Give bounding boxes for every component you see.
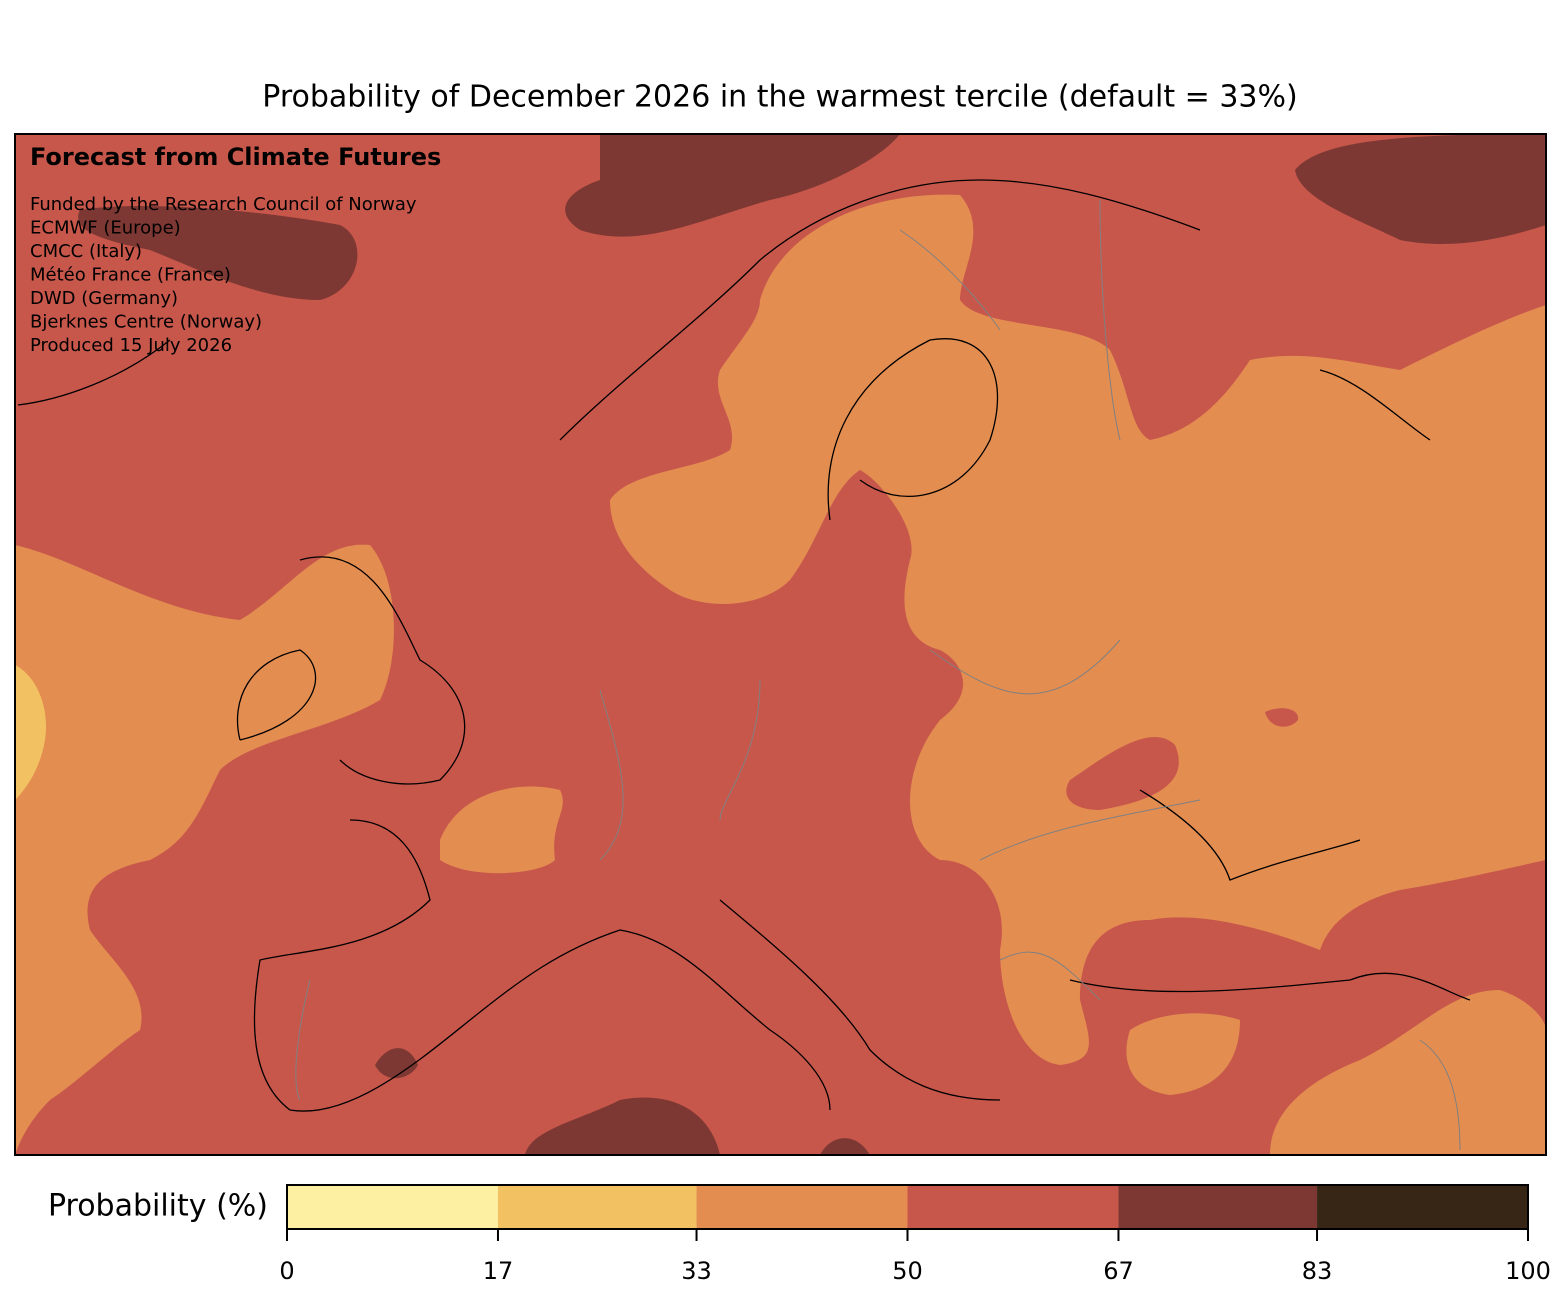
credits: Funded by the Research Council of Norway… [30,194,417,356]
colorbar-segment [287,1185,498,1229]
credit-line: DWD (Germany) [30,288,178,309]
colorbar-segment [696,1185,908,1229]
colorbar: 0 17 33 50 67 83 100 [279,1184,1551,1285]
map-region [820,1138,870,1155]
colorbar-segment [1317,1185,1528,1229]
colorbar-tick-label: 83 [1302,1257,1333,1285]
colorbar-segment [497,1185,697,1229]
map-region [610,194,1546,1066]
map-region [525,1097,720,1155]
coastline [17,179,1471,1112]
map-region [15,544,394,1155]
colorbar-tick-label: 50 [892,1257,923,1285]
map-region [15,665,46,800]
colorbar-segment [1118,1185,1318,1229]
credit-line: Bjerknes Centre (Norway) [30,312,262,333]
map-frame [14,133,1547,1156]
map [15,134,1546,1155]
colorbar-tick-label: 0 [279,1257,294,1285]
map-region [1066,737,1179,810]
credit-line: ECMWF (Europe) [30,218,181,239]
map-region [440,786,563,874]
map-region [1126,1013,1240,1095]
colorbar-segment [907,1185,1119,1229]
map-heading: Forecast from Climate Futures [30,143,441,171]
map-title: Probability of December 2026 in the warm… [262,80,1297,115]
colorbar-label: Probability (%) [48,1189,268,1224]
map-region [565,134,900,237]
map-region [78,205,358,300]
colorbar-tick-label: 67 [1103,1257,1134,1285]
credit-line: Funded by the Research Council of Norway [30,194,417,215]
credit-line: CMCC (Italy) [30,241,142,262]
map-region [375,1048,418,1079]
map-region [1265,708,1299,727]
map-region [1270,990,1546,1155]
credit-line: Météo France (France) [30,265,231,286]
border [295,199,1461,1151]
colorbar-tick-label: 100 [1505,1257,1551,1285]
colorbar-tick-label: 33 [681,1257,712,1285]
credit-line: Produced 15 July 2026 [30,335,232,356]
colorbar-tick-label: 17 [483,1257,514,1285]
map-region [1295,134,1546,245]
